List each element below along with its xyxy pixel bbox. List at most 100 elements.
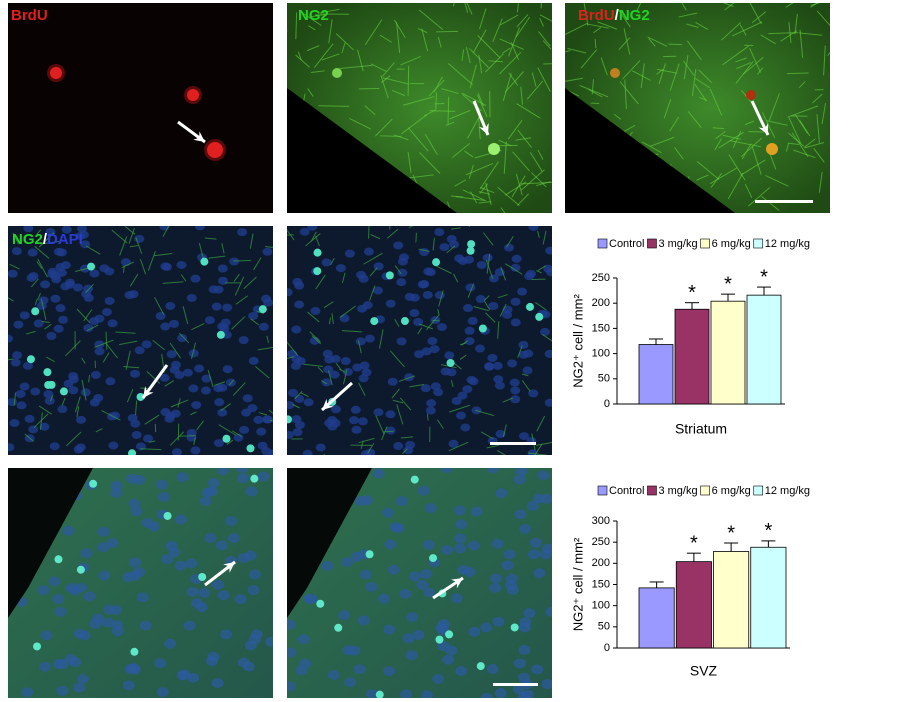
nucleus [531,664,544,675]
nucleus [110,480,123,491]
nucleus [294,394,305,403]
nucleus [176,472,189,483]
process [297,51,302,60]
nucleus [403,446,414,455]
process [429,110,456,112]
nucleus [258,322,269,331]
process [499,303,507,317]
y-tick-label: 300 [592,515,610,527]
process [683,54,689,80]
process [370,63,387,72]
process [565,77,583,82]
nucleus [321,378,332,387]
nucleus [400,689,413,698]
process [418,9,444,31]
nucleus [204,316,215,325]
nucleus [141,340,152,349]
process [804,142,825,149]
process [449,109,471,120]
process [622,60,641,80]
nucleus [420,384,431,393]
arrow-head [223,562,235,573]
nucleus [60,261,71,270]
process [317,366,324,373]
process [233,259,251,262]
process [115,331,136,334]
process [139,258,147,275]
process [729,140,762,148]
process [535,270,542,274]
nucleus [545,606,552,617]
process [249,233,254,249]
process [432,237,435,251]
process [542,334,552,342]
nucleus [217,383,228,392]
panel-label-part: NG2 [298,7,329,24]
nucleus [335,264,346,273]
nucleus [213,439,224,448]
nucleus [365,581,378,592]
process [231,316,246,330]
nucleus [248,356,259,365]
process [739,24,747,36]
cell [445,630,454,639]
process [135,400,138,416]
nucleus [39,422,50,431]
nucleus [434,228,445,237]
nucleus [526,500,539,511]
process [226,439,234,445]
nucleus [463,304,474,313]
process [401,114,428,135]
nucleus [186,586,199,597]
nucleus [511,254,522,263]
process [128,228,135,244]
process [668,43,682,46]
nucleus [287,288,293,297]
arrow-head [193,131,205,142]
process [732,130,742,149]
process [402,96,435,106]
nucleus [523,349,534,358]
process [39,412,43,430]
nucleus [134,346,145,355]
process [295,12,298,40]
nucleus [546,268,552,277]
nucleus [30,387,41,396]
process [8,297,14,302]
process [104,342,118,359]
nucleus [217,590,230,601]
charts: 0 50 100 150 200 250 * * * Control 3 mg/kg 6 mg/kg 1… [570,238,810,679]
nucleus [450,593,463,604]
nucleus [154,658,167,669]
micrograph [287,468,552,698]
background [8,226,273,455]
nucleus [64,654,77,665]
nucleus [544,349,552,358]
nucleus [53,247,64,256]
process [415,232,417,243]
legend-swatch [753,238,764,249]
nucleus [211,302,222,311]
nucleus [350,405,361,414]
cell [128,449,137,455]
nucleus [24,414,35,423]
nucleus [97,542,110,553]
process [450,380,454,388]
nucleus [436,323,447,332]
process [715,130,726,140]
nucleus [405,650,418,661]
process [383,430,394,433]
process [310,13,329,18]
nucleus [80,240,91,249]
cell [31,307,40,316]
nucleus [130,369,141,378]
nucleus [349,416,360,425]
nucleus [177,334,188,343]
nucleus [217,322,228,331]
nucleus [340,357,351,366]
nucleus [423,267,434,276]
cell [370,317,379,326]
cell [54,555,63,564]
process [760,34,776,45]
process [310,231,317,242]
